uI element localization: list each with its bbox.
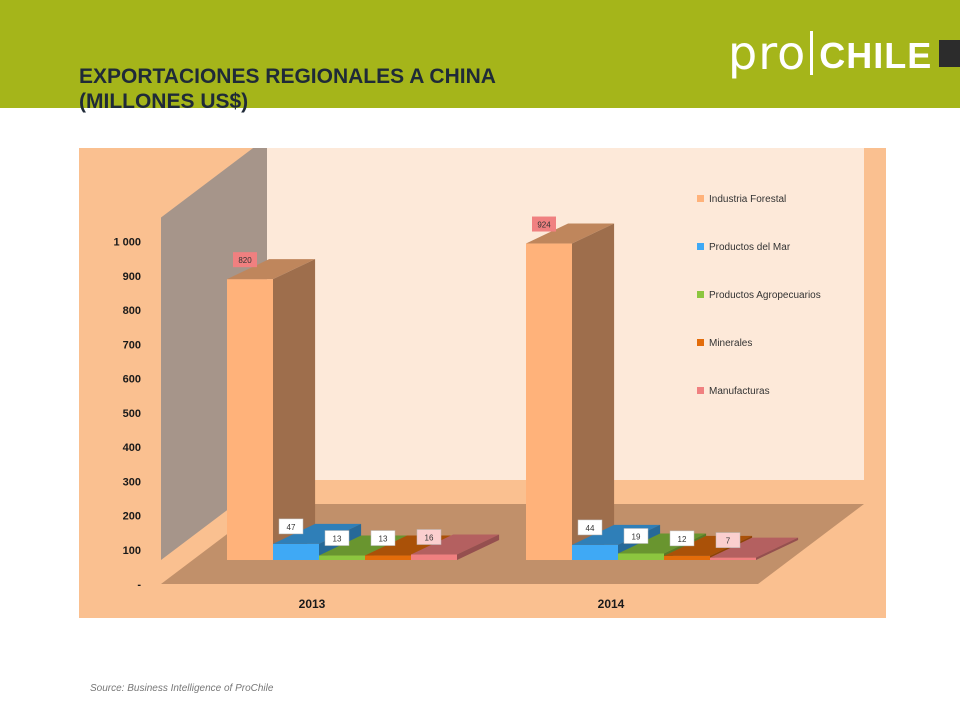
data-label: 7 (726, 537, 731, 546)
data-label-box (278, 518, 304, 535)
bar-front-minerales-2013 (365, 555, 411, 560)
bar-front-productos-agropecuarios-2014 (618, 553, 664, 560)
y-tick-label: 700 (123, 339, 141, 351)
legend-label: Productos Agropecuarios (709, 290, 821, 301)
legend-swatch (697, 339, 704, 346)
data-label-box (416, 529, 442, 545)
source-note: Source: Business Intelligence of ProChil… (90, 683, 274, 694)
bar-front-industria-forestal-2014 (526, 243, 572, 560)
legend-label: Minerales (709, 338, 752, 349)
data-label-box (370, 530, 396, 546)
legend-swatch (697, 387, 704, 394)
y-tick-label: 900 (123, 271, 141, 283)
logo-separator (810, 31, 814, 75)
bar-front-minerales-2014 (664, 555, 710, 560)
legend-swatch (697, 243, 704, 250)
y-tick-label: 200 (123, 511, 141, 523)
bar-side-manufacturas-2014 (756, 537, 799, 560)
prochile-logo: pro CHILE (728, 30, 932, 76)
data-label: 44 (586, 524, 595, 533)
bar-side-industria-forestal-2014 (572, 223, 615, 560)
data-label: 19 (632, 532, 641, 541)
bar-top-industria-forestal-2013 (227, 259, 316, 280)
header-bar (0, 0, 960, 108)
data-label-box (669, 530, 695, 547)
bar-side-industria-forestal-2013 (273, 259, 316, 560)
data-label: 924 (537, 221, 551, 230)
y-tick-label: 400 (123, 442, 141, 454)
y-tick-label: 300 (123, 476, 141, 488)
y-tick-label: - (137, 579, 141, 591)
y-tick-label: 100 (123, 545, 141, 557)
data-label-box (532, 216, 556, 232)
data-label-box (577, 519, 603, 536)
logo-square-mark (939, 40, 960, 67)
logo-chile-text: CHILE (819, 35, 933, 76)
data-label: 12 (678, 535, 687, 544)
legend-label: Manufacturas (709, 386, 770, 397)
x-category-label: 2014 (598, 597, 625, 611)
y-tick-label: 500 (123, 408, 141, 420)
bar-top-manufacturas-2014 (710, 537, 799, 558)
page-title-line-1: EXPORTACIONES REGIONALES A CHINA (79, 65, 496, 88)
legend-swatch (697, 195, 704, 202)
data-label: 16 (425, 534, 434, 543)
data-label: 47 (287, 523, 296, 532)
data-label-box (233, 252, 257, 268)
data-label-box (623, 528, 649, 544)
bar-front-manufacturas-2014 (710, 557, 756, 560)
bar-front-productos-agropecuarios-2013 (319, 555, 365, 560)
bar-front-manufacturas-2013 (411, 554, 457, 560)
legend-label: Industria Forestal (709, 194, 786, 205)
logo-pro-text: pro (728, 26, 807, 80)
y-tick-label: 1 000 (113, 237, 141, 249)
bar-top-productos-del-mar-2013 (273, 523, 362, 544)
data-label: 13 (333, 535, 342, 544)
page-title-line-2: (MILLONES US$) (79, 90, 249, 113)
chart-frame: - 100 200 300 400 500 600 700 800 900 1 000 820 47 13… (79, 148, 886, 618)
bar-top-industria-forestal-2014 (526, 223, 615, 244)
bar-side-manufacturas-2013 (457, 534, 500, 560)
bar-front-productos-del-mar-2013 (273, 543, 319, 560)
x-category-label: 2013 (299, 597, 326, 611)
y-tick-label: 600 (123, 374, 141, 386)
y-tick-label: 800 (123, 305, 141, 317)
exports-bar-chart-3d: - 100 200 300 400 500 600 700 800 900 1 000 820 47 13… (113, 148, 864, 611)
bar-top-manufacturas-2013 (411, 534, 500, 555)
data-label-box (715, 532, 741, 548)
legend-swatch (697, 291, 704, 298)
bar-front-industria-forestal-2013 (227, 279, 273, 560)
data-label: 820 (238, 256, 252, 265)
data-label: 13 (379, 535, 388, 544)
data-label-box (324, 530, 350, 546)
bar-front-productos-del-mar-2014 (572, 544, 618, 560)
page-title: EXPORTACIONES REGIONALES A CHINA (MILLON… (79, 64, 496, 114)
legend-label: Productos del Mar (709, 242, 791, 253)
